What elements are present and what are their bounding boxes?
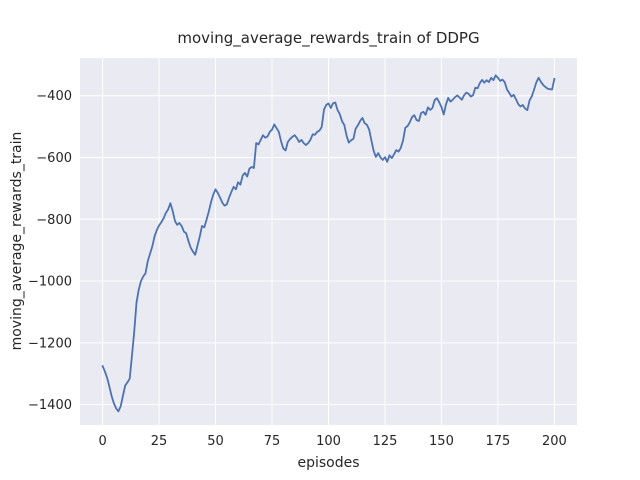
x-tick-label: 150 xyxy=(429,434,454,449)
y-tick-label: −400 xyxy=(36,89,72,104)
chart-title: moving_average_rewards_train of DDPG xyxy=(177,29,480,47)
x-tick-label: 50 xyxy=(207,434,224,449)
y-tick-label: −600 xyxy=(36,151,72,166)
x-tick-label: 75 xyxy=(264,434,281,449)
x-axis-label: episodes xyxy=(297,455,360,471)
data-line-series xyxy=(101,74,556,413)
y-axis-label: moving_average_rewards_train xyxy=(9,131,25,351)
y-tick-label: −1200 xyxy=(28,336,72,351)
x-tick-label: 200 xyxy=(542,434,567,449)
x-tick-label: 100 xyxy=(316,434,341,449)
y-tick-label: −800 xyxy=(36,213,72,228)
y-tick-label: −1400 xyxy=(28,398,72,413)
x-tick-label: 125 xyxy=(373,434,398,449)
x-tick-label: 0 xyxy=(98,434,106,449)
x-tick-label: 175 xyxy=(486,434,511,449)
x-tick-label: 25 xyxy=(151,434,168,449)
y-tick-label: −1000 xyxy=(28,275,72,290)
